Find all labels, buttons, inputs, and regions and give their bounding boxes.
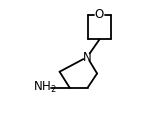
Text: NH$_2$: NH$_2$ bbox=[33, 80, 57, 95]
Text: N: N bbox=[83, 51, 92, 64]
Text: O: O bbox=[95, 8, 104, 21]
